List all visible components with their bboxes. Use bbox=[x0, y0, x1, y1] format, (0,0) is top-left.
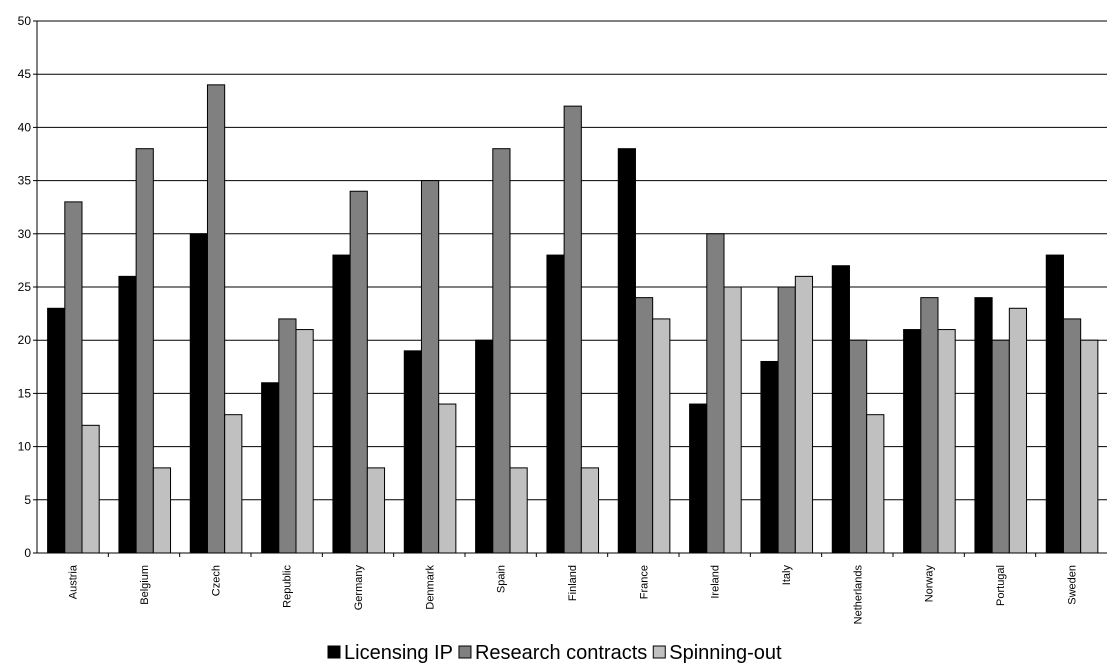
x-category-label: Belgium bbox=[139, 565, 151, 605]
bar-research-contracts bbox=[563, 105, 582, 554]
bar-licensing-ip bbox=[831, 265, 850, 554]
bar-research-contracts bbox=[848, 339, 868, 554]
bar-licensing-ip bbox=[475, 339, 494, 554]
bar-licensing-ip bbox=[118, 275, 137, 554]
bar-spinning-out bbox=[1080, 339, 1099, 554]
bar-spinning-out bbox=[866, 414, 885, 554]
y-tick-label: 20 bbox=[18, 333, 32, 347]
bar-spinning-out bbox=[438, 403, 457, 554]
bar-spinning-out bbox=[295, 329, 314, 554]
bar-research-contracts bbox=[349, 190, 368, 554]
x-category-label: Finland bbox=[567, 565, 579, 601]
bar-licensing-ip bbox=[689, 403, 708, 554]
x-category-label: Sweden bbox=[1066, 565, 1078, 605]
bar-research-contracts bbox=[206, 84, 226, 554]
legend-label: Licensing IP bbox=[344, 642, 453, 664]
bar-research-contracts bbox=[64, 201, 83, 554]
bar-licensing-ip bbox=[332, 254, 351, 554]
x-category-label: Ireland bbox=[710, 565, 722, 599]
y-tick-label: 25 bbox=[18, 280, 32, 294]
bar-spinning-out bbox=[509, 467, 528, 554]
legend-swatch bbox=[458, 645, 472, 659]
legend: Licensing IP Research contracts Spinning-o… bbox=[327, 642, 782, 664]
bar-research-contracts bbox=[920, 297, 939, 554]
bar-research-contracts bbox=[706, 233, 725, 554]
bar-licensing-ip bbox=[617, 148, 636, 554]
bar-licensing-ip bbox=[189, 233, 208, 554]
bar-licensing-ip bbox=[403, 350, 422, 554]
bar-research-contracts bbox=[991, 339, 1010, 554]
legend-label: Spinning-out bbox=[669, 642, 782, 664]
bar-research-contracts bbox=[777, 286, 796, 554]
bar-spinning-out bbox=[366, 467, 386, 554]
y-tick-label: 40 bbox=[18, 120, 32, 134]
x-category-labels: Austria Belgium Czech Republic Germany Denmar… bbox=[68, 553, 1078, 625]
bar-research-contracts bbox=[278, 318, 297, 554]
y-tick-label: 5 bbox=[24, 493, 31, 507]
bar-licensing-ip bbox=[760, 360, 779, 554]
bar-licensing-ip bbox=[261, 382, 280, 554]
x-category-label: Germany bbox=[353, 565, 365, 611]
bar-research-contracts bbox=[492, 148, 511, 554]
legend-item: Research contracts bbox=[458, 642, 647, 664]
bar-spinning-out bbox=[580, 467, 600, 554]
legend-item: Licensing IP bbox=[327, 642, 453, 664]
bar-spinning-out bbox=[794, 275, 814, 554]
x-category-label: Portugal bbox=[995, 565, 1007, 606]
x-category-label: Czech bbox=[210, 565, 222, 596]
legend-label: Research contracts bbox=[475, 642, 647, 664]
y-tick-labels: 0 5 10 15 20 25 30 35 40 45 50 bbox=[18, 14, 37, 560]
legend-item: Spinning-out bbox=[652, 642, 782, 664]
x-category-label: Republic bbox=[282, 565, 294, 608]
y-tick-label: 50 bbox=[18, 14, 32, 28]
bar-spinning-out bbox=[652, 318, 671, 554]
y-tick-label: 30 bbox=[18, 227, 32, 241]
x-category-label: Spain bbox=[496, 565, 508, 593]
y-tick-label: 10 bbox=[18, 440, 32, 454]
y-tick-label: 15 bbox=[18, 386, 32, 400]
x-category-label: France bbox=[638, 565, 650, 599]
bar-spinning-out bbox=[224, 414, 243, 554]
y-tick-label: 0 bbox=[24, 546, 31, 560]
legend-swatch bbox=[652, 645, 666, 659]
x-category-label: Austria bbox=[68, 564, 80, 599]
bar-research-contracts bbox=[634, 297, 654, 554]
bar-licensing-ip bbox=[546, 254, 565, 554]
x-category-label: Italy bbox=[781, 565, 793, 586]
bar-spinning-out bbox=[152, 467, 172, 554]
bar-research-contracts bbox=[135, 148, 154, 554]
bar-research-contracts bbox=[420, 180, 440, 554]
bar-spinning-out bbox=[81, 424, 100, 554]
bar-licensing-ip bbox=[1045, 254, 1064, 554]
bar-spinning-out bbox=[1008, 307, 1028, 554]
y-tick-label: 45 bbox=[18, 67, 32, 81]
bar-spinning-out bbox=[937, 329, 956, 554]
bar-licensing-ip bbox=[903, 329, 922, 554]
bar-licensing-ip bbox=[47, 307, 66, 554]
bar-spinning-out bbox=[723, 286, 742, 554]
legend-swatch bbox=[327, 645, 341, 659]
bars bbox=[47, 84, 1099, 554]
x-category-label: Norway bbox=[924, 565, 936, 603]
x-category-label: Netherlands bbox=[852, 565, 864, 625]
y-tick-label: 35 bbox=[18, 174, 32, 188]
bar-licensing-ip bbox=[974, 297, 993, 554]
bar-research-contracts bbox=[1062, 318, 1082, 554]
x-category-label: Denmark bbox=[424, 565, 436, 610]
